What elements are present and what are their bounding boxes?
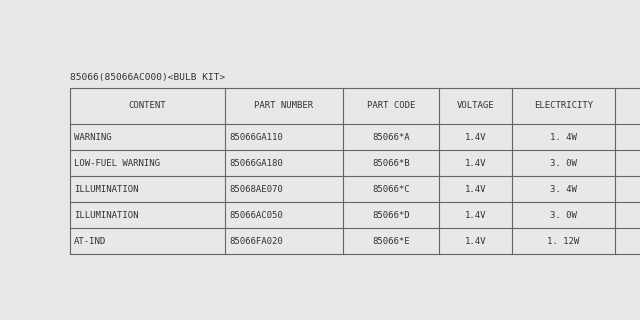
Text: 85066AC050: 85066AC050 [229,211,283,220]
Text: CONTENT: CONTENT [129,101,166,110]
Text: 85068AE070: 85068AE070 [229,185,283,194]
Text: 85066*E: 85066*E [372,236,410,245]
Text: AT-IND: AT-IND [74,236,106,245]
Text: 85066FA020: 85066FA020 [229,236,283,245]
Text: 1.4V: 1.4V [465,158,486,167]
Text: 85066GA110: 85066GA110 [229,132,283,141]
Text: VOLTAGE: VOLTAGE [457,101,494,110]
Text: 1. 4W: 1. 4W [550,132,577,141]
Text: ILLUMINATION: ILLUMINATION [74,185,138,194]
Text: 85066*D: 85066*D [372,211,410,220]
Text: LOW-FUEL WARNING: LOW-FUEL WARNING [74,158,160,167]
Text: 85066*B: 85066*B [372,158,410,167]
Text: 1.4V: 1.4V [465,211,486,220]
Text: 85066GA180: 85066GA180 [229,158,283,167]
Text: 85066*A: 85066*A [372,132,410,141]
Text: 3. 4W: 3. 4W [550,185,577,194]
Text: 85066(85066AC000)<BULB KIT>: 85066(85066AC000)<BULB KIT> [70,73,225,82]
Text: PART NUMBER: PART NUMBER [255,101,314,110]
Text: 1.4V: 1.4V [465,236,486,245]
Text: ELECTRICITY: ELECTRICITY [534,101,593,110]
Text: 1.4V: 1.4V [465,132,486,141]
Text: 1.4V: 1.4V [465,185,486,194]
Text: 3. 0W: 3. 0W [550,158,577,167]
Text: 3. 0W: 3. 0W [550,211,577,220]
Text: 85066*C: 85066*C [372,185,410,194]
Text: PART CODE: PART CODE [367,101,415,110]
Text: 1. 12W: 1. 12W [547,236,580,245]
Text: ILLUMINATION: ILLUMINATION [74,211,138,220]
Text: WARNING: WARNING [74,132,111,141]
